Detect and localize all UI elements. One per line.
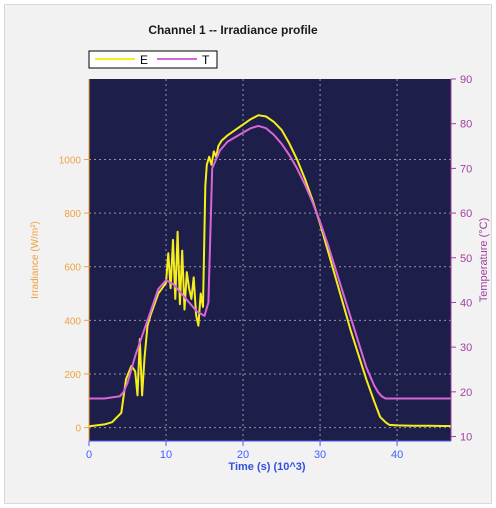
x-tick-label: 0 [86,449,92,461]
x-tick-label: 20 [237,449,249,461]
y-right-tick-label: 50 [460,253,472,265]
plot-area [89,79,451,441]
axes: 0 10 20 30 400200400600800100010203040506070… [59,74,473,461]
y-right-tick-label: 40 [460,297,472,309]
y-left-tick-label: 400 [64,316,81,327]
y-right-tick-label: 60 [460,208,472,220]
legend-box [88,50,218,69]
x-tick-label: 10 [160,449,172,461]
y-right-tick-label: 70 [460,163,472,175]
chart-frame: Channel 1 -- Irradiance profile E T 0 10 2… [4,4,492,504]
y-left-tick-label: 0 [75,424,81,435]
y-left-tick-label: 1000 [59,155,82,166]
y-axis-right-label: Temperature (°C) [478,218,490,302]
legend-label-e: E [140,53,148,67]
irradiance-chart: Channel 1 -- Irradiance profile E T 0 10 2… [30,23,490,473]
y-left-tick-label: 800 [64,209,81,220]
y-right-tick-label: 80 [460,119,472,131]
x-tick-label: 40 [391,449,403,461]
legend-label-t: T [202,53,210,67]
y-left-tick-label: 600 [64,263,81,274]
chart-title: Channel 1 -- Irradiance profile [148,23,318,37]
x-axis-label: Time (s) (10^3) [228,461,305,473]
series-layer [88,114,451,428]
series-line-e [88,114,451,428]
y-right-tick-label: 10 [460,432,472,444]
y-left-tick-label: 200 [64,370,81,381]
x-tick-label: 30 [314,449,326,461]
series-line-t [89,124,451,400]
y-axis-left-label: Irradiance (W/m²) [30,221,41,299]
y-right-tick-label: 30 [460,342,472,354]
legend: E T [88,50,218,69]
grid [88,79,451,441]
y-right-tick-label: 20 [460,387,472,399]
y-right-tick-label: 90 [460,74,472,86]
